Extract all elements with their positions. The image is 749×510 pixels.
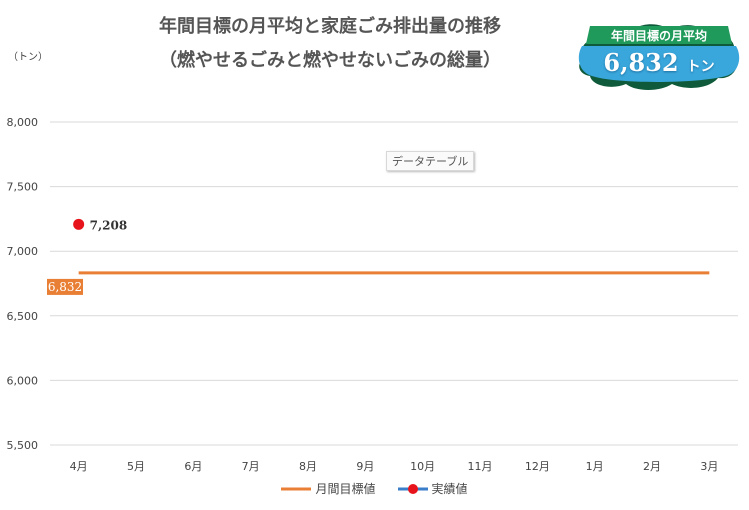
x-tick-label: 5月 — [127, 460, 145, 473]
x-tick-label: 9月 — [356, 460, 374, 473]
target-label-box — [47, 278, 83, 295]
x-tick-label: 4月 — [70, 460, 88, 473]
x-tick-label: 3月 — [700, 460, 718, 473]
legend-label-target: 月間目標値 — [315, 482, 376, 496]
badge-caption: 年間目標の月平均 — [610, 29, 707, 43]
legend: 月間目標値 実績値 — [0, 480, 749, 497]
legend-item-actual[interactable]: 実績値 — [397, 480, 468, 497]
y-tick-label: 6,500 — [7, 310, 39, 323]
chart-title-line1: 年間目標の月平均と家庭ごみ排出量の推移 — [159, 16, 501, 37]
chart-title-line2: （燃やせるごみと燃やせないごみの総量） — [159, 50, 501, 71]
y-tick-label: 7,000 — [7, 245, 39, 258]
badge-value: 6,832 — [603, 48, 679, 77]
x-tick-label: 6月 — [184, 460, 202, 473]
data-table-tooltip: データテーブル — [386, 151, 475, 171]
x-tick-label: 8月 — [299, 460, 317, 473]
legend-label-actual: 実績値 — [431, 482, 468, 496]
y-tick-label: 7,500 — [7, 181, 39, 194]
y-tick-label: 6,000 — [7, 374, 39, 387]
y-axis-unit-label: （トン） — [8, 52, 48, 63]
x-tick-label: 1月 — [586, 460, 604, 473]
badge-value-wrap: 6,832 トン — [576, 48, 742, 77]
badge-unit: トン — [686, 59, 715, 75]
legend-line-orange-icon — [281, 487, 312, 490]
series-point-actual — [73, 218, 85, 230]
y-tick-label: 8,000 — [7, 116, 39, 129]
x-tick-label: 12月 — [525, 460, 550, 473]
legend-line-dot-icon — [397, 483, 428, 494]
cloud-badge-shape — [578, 24, 740, 90]
annual-target-badge: 年間目標の月平均 6,832 トン — [576, 18, 742, 94]
legend-item-target[interactable]: 月間目標値 — [281, 480, 376, 497]
x-tick-label: 11月 — [468, 460, 493, 473]
target-data-label: 6,832 — [48, 280, 82, 294]
x-tick-label: 7月 — [242, 460, 260, 473]
y-tick-label: 5,500 — [7, 439, 39, 452]
x-tick-label: 10月 — [410, 460, 435, 473]
x-tick-label: 2月 — [643, 460, 661, 473]
actual-data-label: 7,208 — [90, 218, 128, 232]
